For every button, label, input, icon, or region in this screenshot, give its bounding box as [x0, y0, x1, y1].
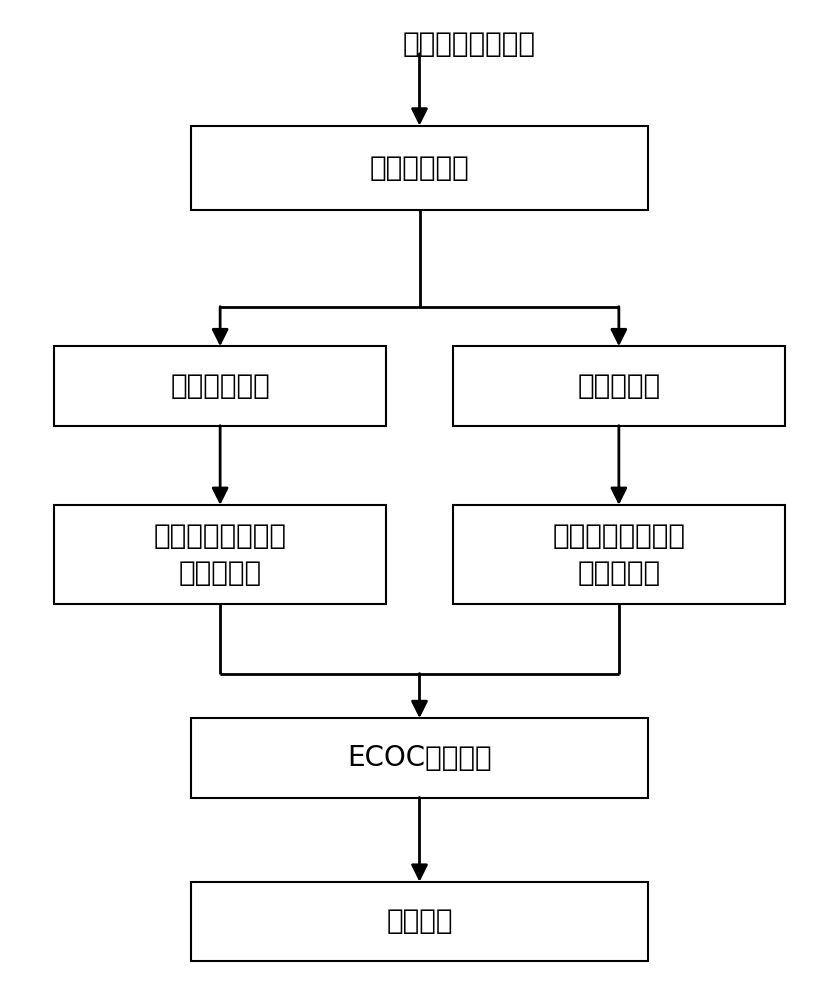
Bar [191, 718, 648, 798]
Bar [54, 505, 386, 604]
Text: ECOC编码融合: ECOC编码融合 [347, 744, 492, 772]
Bar [453, 505, 785, 604]
Bar [453, 346, 785, 426]
Text: 待测模拟电路: 待测模拟电路 [370, 154, 469, 182]
Text: 隐马尔科夫时间序
列分析模型: 隐马尔科夫时间序 列分析模型 [154, 522, 287, 587]
Text: 隐马尔科夫时间序
列分析模型: 隐马尔科夫时间序 列分析模型 [552, 522, 685, 587]
Text: 随机正弦测试信号: 随机正弦测试信号 [403, 30, 536, 58]
Text: 谱特征分量: 谱特征分量 [577, 372, 660, 400]
Text: 时域特征分量: 时域特征分量 [170, 372, 270, 400]
Bar [54, 346, 386, 426]
Bar [191, 882, 648, 961]
Text: 故障诊断: 故障诊断 [386, 907, 453, 935]
Bar [191, 126, 648, 210]
